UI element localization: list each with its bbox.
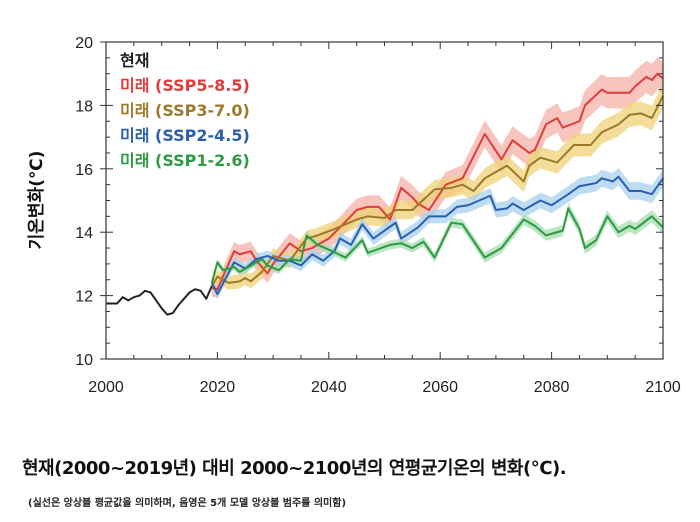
legend-entry: 미래 (SSP2-4.5)	[120, 126, 250, 145]
y-tick-label: 10	[75, 352, 93, 369]
y-tick-label: 14	[75, 225, 93, 242]
y-tick-label: 16	[75, 162, 93, 179]
line-series-0	[106, 285, 213, 316]
figure-note: (실선은 앙상블 평균값을 의미하며, 음영은 5개 모델 앙상블 범주를 의미…	[28, 498, 347, 509]
series-lines	[106, 72, 664, 316]
line-series-3	[210, 175, 664, 296]
legend-entry: 미래 (SSP3-7.0)	[120, 101, 250, 120]
y-axis-label: 기온변화(℃)	[27, 151, 47, 250]
x-tick-label: 2000	[88, 379, 124, 396]
figure-caption: 현재(2000~2019년) 대비 2000~2100년의 연평균기온의 변화(…	[22, 458, 567, 479]
x-tick-label: 2100	[645, 379, 681, 396]
x-tick-label: 2080	[534, 379, 570, 396]
legend-entry: 현재	[120, 51, 149, 70]
y-tick-label: 20	[75, 35, 93, 52]
temperature-change-chart: 2000 2020 2040 2060 2080 2100 10 12 14 16 18 20 기온변…	[27, 35, 681, 396]
y-tick-label: 12	[75, 289, 93, 306]
axes: 2000 2020 2040 2060 2080 2100 10 12 14 16 18 20	[75, 35, 681, 396]
x-tick-label: 2040	[311, 379, 347, 396]
band-series-3	[211, 168, 663, 299]
line-series-4	[210, 207, 664, 284]
line-series-1	[211, 72, 664, 291]
line-series-2	[210, 95, 664, 287]
x-tick-label: 2060	[422, 379, 458, 396]
y-tick-label: 18	[75, 98, 93, 115]
legend-entry: 미래 (SSP1-2.6)	[120, 151, 250, 170]
ensemble-range-bands	[211, 57, 663, 299]
x-tick-label: 2020	[200, 379, 236, 396]
legend-entry: 미래 (SSP5-8.5)	[120, 76, 250, 95]
